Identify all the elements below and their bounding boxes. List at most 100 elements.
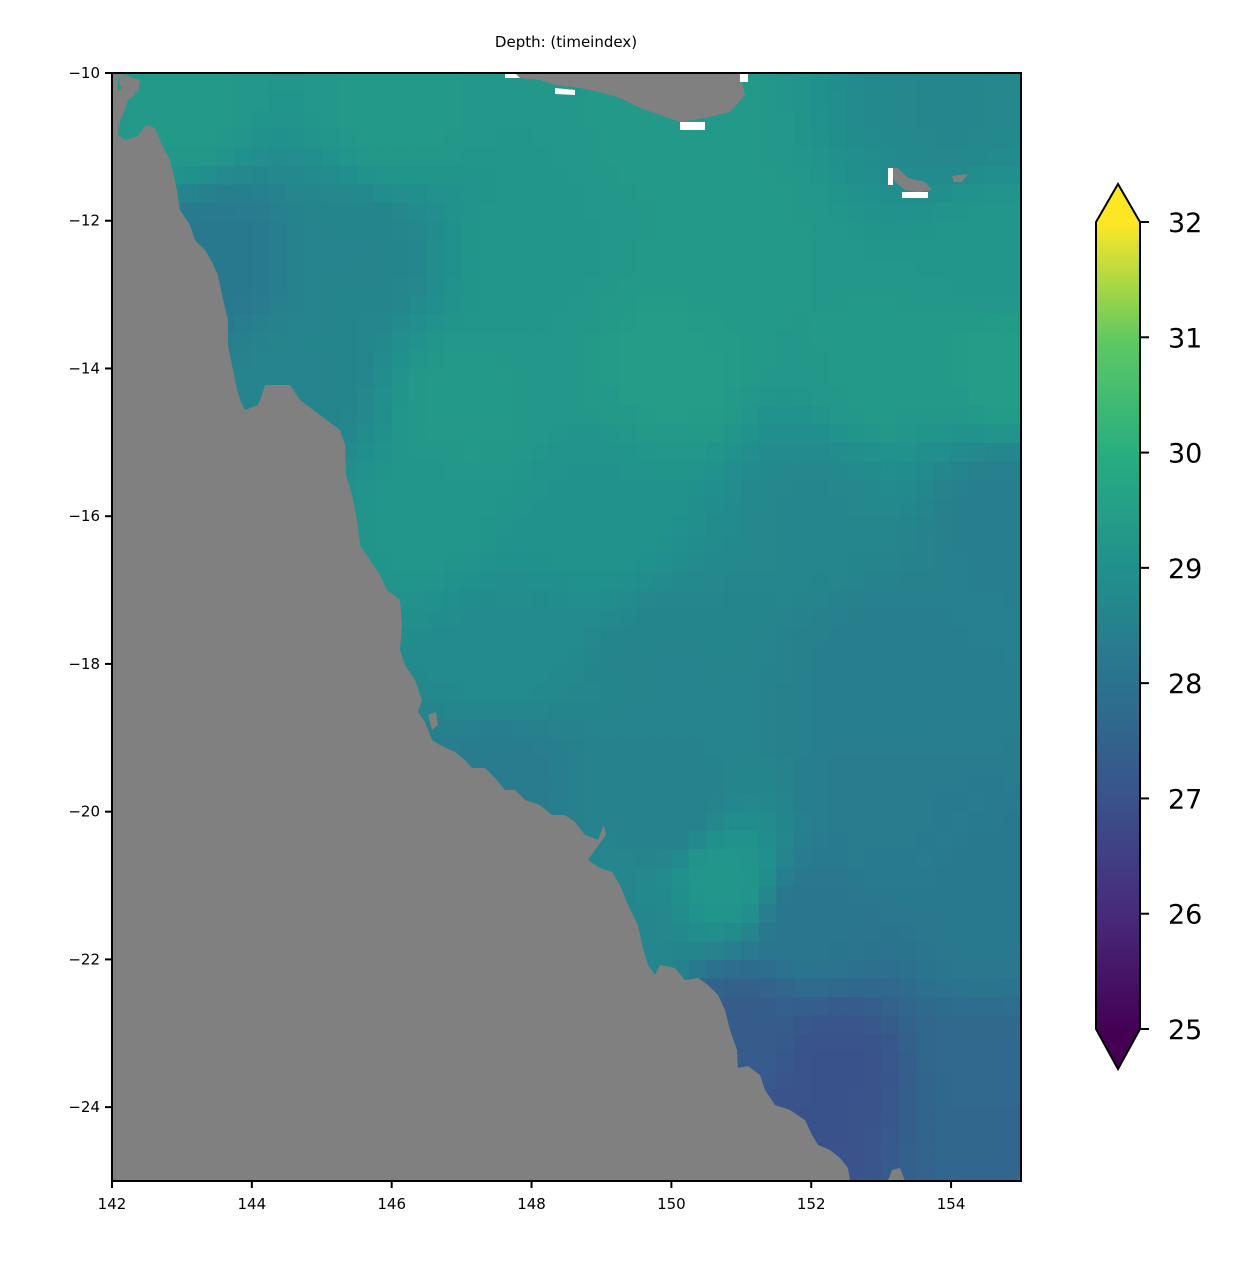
heat-cell <box>601 719 620 739</box>
heat-cell <box>863 73 882 93</box>
heat-cell <box>146 73 166 93</box>
heat-cell <box>426 386 445 406</box>
heat-cell <box>968 146 987 166</box>
heat-cell <box>583 719 603 739</box>
heat-cell <box>811 959 830 979</box>
heat-cell <box>426 220 445 240</box>
heat-cell <box>933 996 952 1016</box>
heat-cell <box>846 294 865 314</box>
heat-cell <box>881 1033 900 1053</box>
heat-cell <box>479 386 498 406</box>
heat-cell <box>479 663 498 683</box>
heat-cell <box>758 331 777 351</box>
heat-cell <box>846 73 865 93</box>
heat-cell <box>828 1107 847 1127</box>
heat-cell <box>933 608 952 628</box>
heat-cell <box>723 534 742 554</box>
heat-cell <box>479 183 498 203</box>
heat-cell <box>549 534 568 554</box>
heat-cell <box>671 257 690 277</box>
heat-cell <box>671 682 690 702</box>
heat-cell <box>881 1070 900 1090</box>
heat-cell <box>968 571 987 591</box>
heat-cell <box>846 460 865 480</box>
heat-cell <box>181 73 200 93</box>
heat-cell <box>636 331 655 351</box>
heat-cell <box>479 534 498 554</box>
heat-cell <box>916 257 935 277</box>
heat-cell <box>758 867 777 887</box>
heat-cell <box>881 1125 900 1145</box>
heat-cell <box>618 109 638 129</box>
heat-cell <box>391 460 410 480</box>
heat-cell <box>933 553 952 573</box>
heat-cell <box>234 368 253 388</box>
heat-cell <box>583 128 603 148</box>
colorbar-tick-label: 28 <box>1168 669 1202 700</box>
heat-cell <box>863 922 882 942</box>
heat-cell <box>706 423 725 443</box>
heat-cell <box>601 350 620 370</box>
heat-cell <box>951 239 970 259</box>
heat-cell <box>251 73 270 93</box>
heat-cell <box>828 996 847 1016</box>
heat-cell <box>444 202 463 222</box>
heat-cell <box>444 497 463 517</box>
heat-cell <box>933 719 952 739</box>
heat-cell <box>723 460 742 480</box>
heat-cell <box>688 368 707 388</box>
heat-cell <box>566 386 585 406</box>
heat-cell <box>951 220 970 240</box>
heat-cell <box>269 146 288 166</box>
heat-cell <box>723 257 742 277</box>
heat-cell <box>321 276 340 296</box>
heat-cell <box>339 220 358 240</box>
heat-cell <box>811 516 830 536</box>
heat-cell <box>549 239 568 259</box>
heat-cell <box>181 183 200 203</box>
heat-cell <box>566 497 585 517</box>
heat-cell <box>688 386 707 406</box>
land-island-east <box>952 174 968 182</box>
heat-cell <box>828 645 847 665</box>
heat-cell <box>199 202 218 222</box>
heat-cell <box>846 91 865 111</box>
heat-cell <box>601 460 620 480</box>
heat-cell <box>723 682 742 702</box>
heat-cell <box>741 922 760 942</box>
heat-cell <box>216 73 235 93</box>
heat-cell <box>811 996 830 1016</box>
heat-cell <box>723 202 742 222</box>
heat-cell <box>426 331 445 351</box>
heat-cell <box>1003 904 1021 924</box>
heat-cell <box>356 368 375 388</box>
heat-cell <box>496 368 515 388</box>
heat-cell <box>881 756 900 776</box>
heat-cell <box>636 922 655 942</box>
heat-cell <box>758 848 777 868</box>
heat-cell <box>444 460 463 480</box>
heat-cell <box>549 423 568 443</box>
heat-cell <box>933 73 952 93</box>
heat-cell <box>933 165 952 185</box>
heat-cell <box>933 627 952 647</box>
heat-cell <box>846 1033 865 1053</box>
heat-cell <box>846 719 865 739</box>
heat-cell <box>601 682 620 702</box>
heat-cell <box>863 737 882 757</box>
heat-cell <box>549 331 568 351</box>
heat-cell <box>951 774 970 794</box>
heat-cell <box>863 331 882 351</box>
heat-cell <box>234 128 253 148</box>
heat-cell <box>758 645 777 665</box>
heat-cell <box>566 737 585 757</box>
heat-cell <box>1003 774 1021 794</box>
heat-cell <box>968 73 987 93</box>
heat-cell <box>1003 239 1021 259</box>
heat-cell <box>758 146 777 166</box>
heat-cell <box>758 700 777 720</box>
heat-cell <box>531 756 550 776</box>
heat-cell <box>741 627 760 647</box>
heat-cell <box>933 516 952 536</box>
heat-cell <box>479 645 498 665</box>
